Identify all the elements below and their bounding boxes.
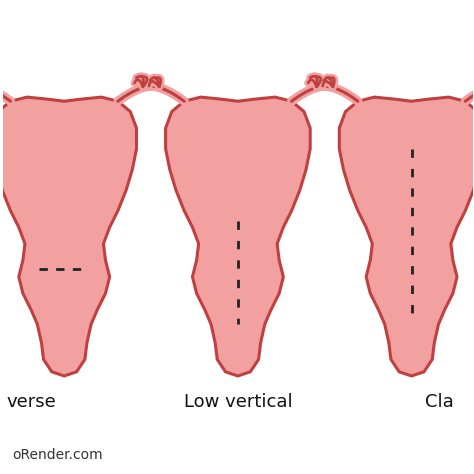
Polygon shape bbox=[0, 97, 137, 376]
Polygon shape bbox=[165, 97, 310, 376]
Text: oRender.com: oRender.com bbox=[13, 448, 103, 462]
Text: Low vertical: Low vertical bbox=[183, 392, 292, 410]
Text: Cla: Cla bbox=[425, 392, 454, 410]
Polygon shape bbox=[339, 97, 474, 376]
Text: verse: verse bbox=[7, 392, 56, 410]
